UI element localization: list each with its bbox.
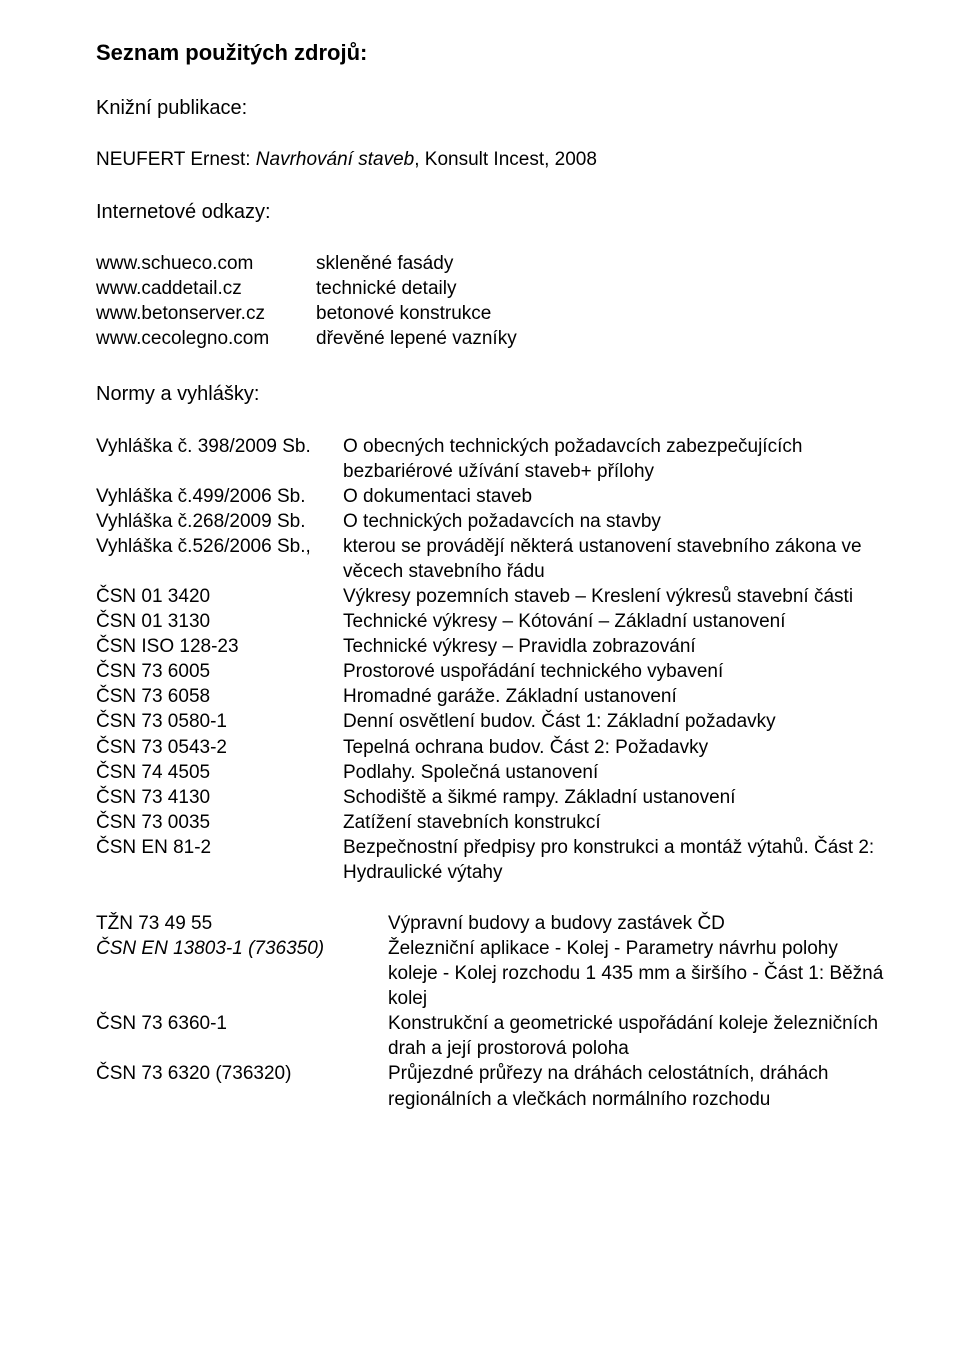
norms-table: Vyhláška č. 398/2009 Sb.O obecných techn… [96,434,888,885]
link-url: www.schueco.com [96,251,316,276]
norm2-desc: Průjezdné průřezy na dráhách celostátníc… [388,1061,888,1111]
norm-desc: Denní osvětlení budov. Část 1: Základní … [343,709,888,734]
norm2-code: TŽN 73 49 55 [96,911,388,936]
norm-desc: Technické výkresy – Pravidla zobrazování [343,634,888,659]
link-desc: betonové konstrukce [316,301,888,326]
norm-desc: Zatížení stavebních konstrukcí [343,810,888,835]
book-publisher: , Konsult Incest, 2008 [414,149,597,170]
norm2-desc: Železniční aplikace - Kolej - Parametry … [388,936,888,1011]
links-table: www.schueco.comskleněné fasádywww.caddet… [96,251,888,351]
book-entry: NEUFERT Ernest: Navrhování staveb, Konsu… [96,147,888,172]
link-url: www.caddetail.cz [96,276,316,301]
book-author: NEUFERT Ernest: [96,149,256,170]
norms2-table: TŽN 73 49 55Výpravní budovy a budovy zas… [96,911,888,1112]
norm-desc: Výkresy pozemních staveb – Kreslení výkr… [343,584,888,609]
norm-code: Vyhláška č.499/2006 Sb. [96,484,343,509]
norm-desc: Prostorové uspořádání technického vybave… [343,659,888,684]
norm-code: ČSN 74 4505 [96,760,343,785]
norm-desc: Hromadné garáže. Základní ustanovení [343,684,888,709]
link-url: www.cecolegno.com [96,326,316,351]
norm-desc: O technických požadavcích na stavby [343,509,888,534]
norm-code: ČSN ISO 128-23 [96,634,343,659]
norm-desc: Tepelná ochrana budov. Část 2: Požadavky [343,735,888,760]
books-section-label: Knižní publikace: [96,95,888,121]
link-url: www.betonserver.cz [96,301,316,326]
norm2-code: ČSN EN 13803-1 (736350) [96,936,388,1011]
norm2-code: ČSN 73 6320 (736320) [96,1061,388,1111]
norm-code: Vyhláška č.526/2006 Sb., [96,534,343,584]
norm2-code: ČSN 73 6360-1 [96,1011,388,1061]
norm-code: ČSN EN 81-2 [96,835,343,885]
page-title: Seznam použitých zdrojů: [96,38,888,67]
norm-desc: Podlahy. Společná ustanovení [343,760,888,785]
norm-code: ČSN 01 3420 [96,584,343,609]
norm-desc: Schodiště a šikmé rampy. Základní ustano… [343,785,888,810]
norm-desc: O dokumentaci staveb [343,484,888,509]
link-desc: skleněné fasády [316,251,888,276]
norm2-desc: Výpravní budovy a budovy zastávek ČD [388,911,888,936]
norm2-desc: Konstrukční a geometrické uspořádání kol… [388,1011,888,1061]
link-desc: dřevěné lepené vazníky [316,326,888,351]
link-desc: technické detaily [316,276,888,301]
norm-code: ČSN 73 0543-2 [96,735,343,760]
norm-code: ČSN 73 6005 [96,659,343,684]
norm-code: ČSN 01 3130 [96,609,343,634]
links-section-label: Internetové odkazy: [96,199,888,225]
norm-code: ČSN 73 0580-1 [96,709,343,734]
book-title-italic: Navrhování staveb [256,149,414,170]
norm-desc: O obecných technických požadavcích zabez… [343,434,888,484]
norm-code: Vyhláška č.268/2009 Sb. [96,509,343,534]
norm-code: ČSN 73 6058 [96,684,343,709]
norm-code: ČSN 73 0035 [96,810,343,835]
norm-desc: Technické výkresy – Kótování – Základní … [343,609,888,634]
norm-desc: kterou se provádějí některá ustanovení s… [343,534,888,584]
norms-section-label: Normy a vyhlášky: [96,381,888,407]
norm-code: ČSN 73 4130 [96,785,343,810]
norm-code: Vyhláška č. 398/2009 Sb. [96,434,343,484]
norm-desc: Bezpečnostní předpisy pro konstrukci a m… [343,835,888,885]
